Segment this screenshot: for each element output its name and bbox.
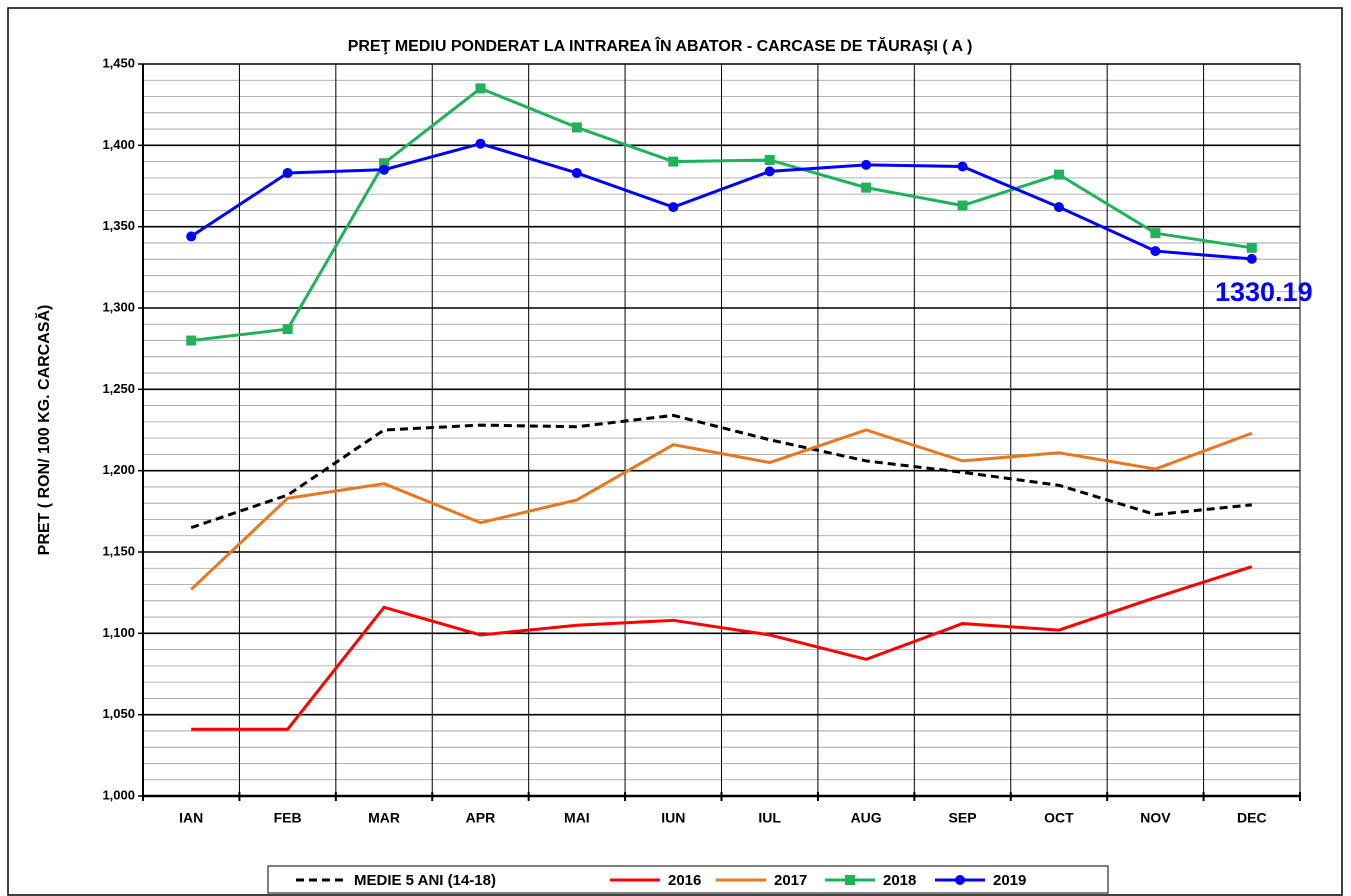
marker [861, 159, 872, 170]
x-tick-label: MAR [368, 810, 400, 826]
marker [571, 122, 582, 133]
marker [764, 166, 775, 177]
y-tick-label: 1,250 [102, 381, 135, 396]
x-tick-label: NOV [1140, 810, 1171, 826]
y-tick-label: 1,100 [102, 625, 135, 640]
x-tick-label: OCT [1044, 810, 1074, 826]
legend-label: 2017 [774, 872, 807, 889]
y-tick-label: 1,000 [102, 787, 135, 802]
x-tick-label: IAN [179, 810, 203, 826]
marker [475, 138, 486, 149]
y-tick-label: 1,450 [102, 55, 135, 70]
legend-label: 2019 [993, 872, 1026, 889]
series-line [190, 142, 1252, 261]
y-tick-label: 1,200 [102, 462, 135, 477]
x-tick-label: DEC [1237, 810, 1267, 826]
x-tick-label: IUL [758, 810, 781, 826]
marker [186, 231, 197, 242]
marker [1150, 228, 1161, 239]
x-tick-label: SEP [949, 810, 977, 826]
marker [475, 83, 486, 94]
legend-marker [955, 875, 965, 885]
marker [282, 167, 293, 178]
series-line [190, 413, 1252, 530]
x-tick-label: AUG [851, 810, 882, 826]
marker [571, 167, 582, 178]
marker [764, 154, 775, 165]
y-tick-label: 1,300 [102, 299, 135, 314]
y-tick-label: 1,050 [102, 706, 135, 721]
chart-title: PREŢ MEDIU PONDERAT LA INTRAREA ÎN ABATO… [348, 36, 973, 55]
marker [379, 164, 390, 175]
legend-marker [845, 875, 855, 885]
marker [1246, 242, 1257, 253]
series-line [191, 86, 1253, 343]
x-tick-label: IUN [661, 810, 685, 826]
x-tick-label: APR [466, 810, 496, 826]
marker [668, 202, 679, 213]
marker [1150, 246, 1161, 257]
marker [668, 156, 679, 167]
y-tick-label: 1,150 [102, 543, 135, 558]
series-line [191, 565, 1253, 731]
marker [1053, 202, 1064, 213]
marker [957, 200, 968, 211]
marker [282, 324, 293, 335]
marker [957, 161, 968, 172]
marker [379, 158, 390, 169]
marker [1246, 253, 1257, 264]
marker [1053, 169, 1064, 180]
y-tick-label: 1,400 [102, 137, 135, 152]
data-label: 1330.19 [1215, 277, 1313, 307]
marker [861, 182, 872, 193]
legend-label: MEDIE 5 ANI (14-18) [354, 872, 496, 889]
marker [186, 335, 197, 346]
x-tick-label: MAI [564, 810, 590, 826]
series-line [190, 428, 1253, 591]
y-axis-label: PRET ( RON/ 100 KG. CARCASĂ) [34, 305, 53, 556]
legend-label: 2018 [883, 872, 916, 889]
legend-label: 2016 [668, 872, 701, 889]
y-tick-label: 1,350 [102, 218, 135, 233]
x-tick-label: FEB [274, 810, 302, 826]
